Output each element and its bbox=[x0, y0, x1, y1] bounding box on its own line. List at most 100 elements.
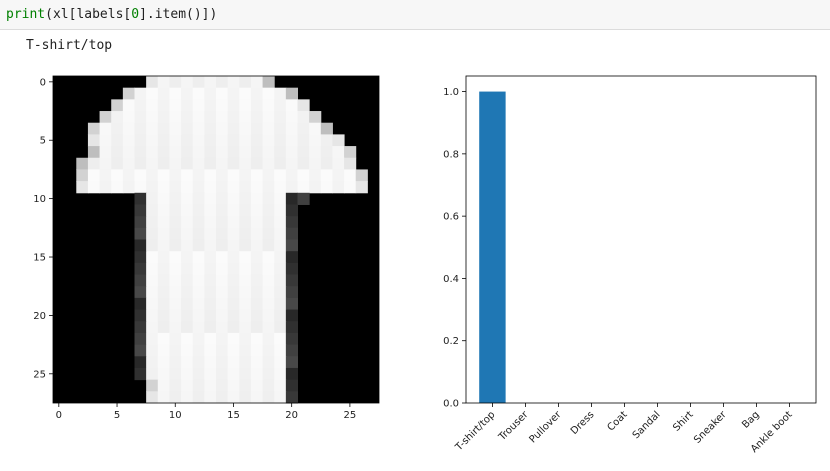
image-pixel bbox=[250, 274, 264, 287]
image-pixel bbox=[122, 111, 135, 124]
code-cell[interactable]: print(xl[labels[0].item()]) bbox=[0, 0, 830, 30]
image-pixel bbox=[227, 169, 240, 182]
image-pixel bbox=[134, 157, 147, 170]
image-pixel bbox=[181, 181, 194, 194]
image-pixel bbox=[157, 391, 170, 404]
image-pixel bbox=[216, 192, 229, 205]
code-line[interactable]: print(xl[labels[0].item()]) bbox=[6, 7, 217, 22]
image-pixel bbox=[250, 111, 264, 124]
image-pixel bbox=[181, 344, 194, 357]
image-pixel bbox=[204, 122, 217, 135]
image-pixel bbox=[122, 87, 135, 100]
image-pixel bbox=[181, 146, 194, 159]
image-axes-frame bbox=[52, 75, 380, 404]
code-index-number: 0 bbox=[131, 7, 140, 22]
image-pixel bbox=[239, 157, 252, 170]
image-pixel bbox=[192, 344, 205, 357]
image-pixel bbox=[216, 286, 229, 299]
image-pixel bbox=[216, 262, 229, 276]
image-pixel bbox=[239, 356, 252, 369]
image-pixel bbox=[297, 122, 310, 135]
image-pixel bbox=[192, 309, 205, 322]
image-pixel bbox=[227, 192, 240, 205]
image-pixel bbox=[227, 157, 240, 170]
image-pixel bbox=[216, 367, 229, 381]
image-pixel bbox=[204, 76, 217, 89]
image-pixel bbox=[169, 181, 182, 194]
image-pixel bbox=[274, 251, 287, 264]
image-pixel bbox=[250, 332, 264, 346]
image-pixel bbox=[169, 76, 182, 89]
image-pixel bbox=[274, 344, 287, 357]
image-pixel bbox=[192, 76, 205, 89]
image-pixel bbox=[320, 169, 333, 182]
image-pixel bbox=[262, 204, 275, 217]
image-pixel bbox=[181, 99, 194, 112]
image-pixel bbox=[262, 286, 275, 299]
image-pixel bbox=[250, 192, 264, 205]
image-pixel bbox=[157, 297, 170, 311]
image-pixel bbox=[216, 122, 229, 135]
image-y-tick-label: 15 bbox=[33, 253, 46, 264]
image-pixel bbox=[262, 251, 275, 264]
bar-x-tick-label: Shirt bbox=[671, 409, 695, 433]
image-y-tick-label: 5 bbox=[40, 136, 46, 147]
image-pixel bbox=[204, 251, 217, 264]
image-pixel bbox=[192, 122, 205, 135]
image-pixel bbox=[262, 227, 275, 240]
image-pixel bbox=[122, 134, 135, 147]
image-pixel bbox=[134, 122, 147, 135]
image-pixel bbox=[157, 134, 170, 147]
image-pixel bbox=[181, 391, 194, 404]
image-pixel bbox=[216, 204, 229, 217]
image-pixel bbox=[285, 251, 298, 264]
image-pixel bbox=[274, 227, 287, 240]
image-pixel bbox=[76, 157, 89, 170]
image-pixel bbox=[146, 157, 159, 170]
image-pixel bbox=[122, 146, 135, 159]
image-pixel bbox=[320, 157, 333, 170]
image-pixel bbox=[216, 344, 229, 357]
image-pixel bbox=[227, 356, 240, 369]
image-pixel bbox=[122, 99, 135, 112]
image-pixel bbox=[146, 204, 159, 217]
image-pixel bbox=[216, 239, 229, 252]
image-pixel bbox=[111, 146, 124, 159]
image-pixel bbox=[262, 192, 275, 205]
image-pixel bbox=[250, 76, 264, 89]
image-pixel bbox=[181, 204, 194, 217]
image-pixel bbox=[204, 309, 217, 322]
code-text-part: (xl[labels[ bbox=[45, 7, 132, 22]
image-pixel bbox=[216, 216, 229, 229]
image-pixel bbox=[274, 146, 287, 159]
image-pixel bbox=[146, 239, 159, 252]
image-pixel bbox=[320, 122, 333, 135]
image-pixel bbox=[169, 204, 182, 217]
image-pixel bbox=[192, 192, 205, 205]
image-pixel bbox=[227, 379, 240, 392]
image-pixel bbox=[227, 262, 240, 276]
image-pixel bbox=[204, 204, 217, 217]
image-pixel bbox=[169, 87, 182, 100]
image-pixel bbox=[192, 332, 205, 346]
image-pixel bbox=[134, 262, 147, 276]
image-pixel bbox=[216, 99, 229, 112]
image-pixel bbox=[169, 332, 182, 346]
image-pixel bbox=[122, 181, 135, 194]
image-pixel bbox=[262, 297, 275, 311]
bar-x-tick-label: Pullover bbox=[527, 409, 564, 446]
image-pixel bbox=[344, 146, 357, 159]
image-pixel bbox=[146, 181, 159, 194]
image-pixel bbox=[239, 99, 252, 112]
image-pixel bbox=[274, 204, 287, 217]
image-pixel bbox=[204, 286, 217, 299]
image-pixel bbox=[250, 227, 264, 240]
image-pixel bbox=[250, 146, 264, 159]
image-pixel bbox=[157, 262, 170, 276]
image-pixel bbox=[274, 157, 287, 170]
image-pixel bbox=[297, 192, 310, 205]
image-pixel bbox=[181, 76, 194, 89]
image-pixel bbox=[157, 367, 170, 381]
image-pixel bbox=[157, 286, 170, 299]
image-pixel bbox=[239, 321, 252, 334]
